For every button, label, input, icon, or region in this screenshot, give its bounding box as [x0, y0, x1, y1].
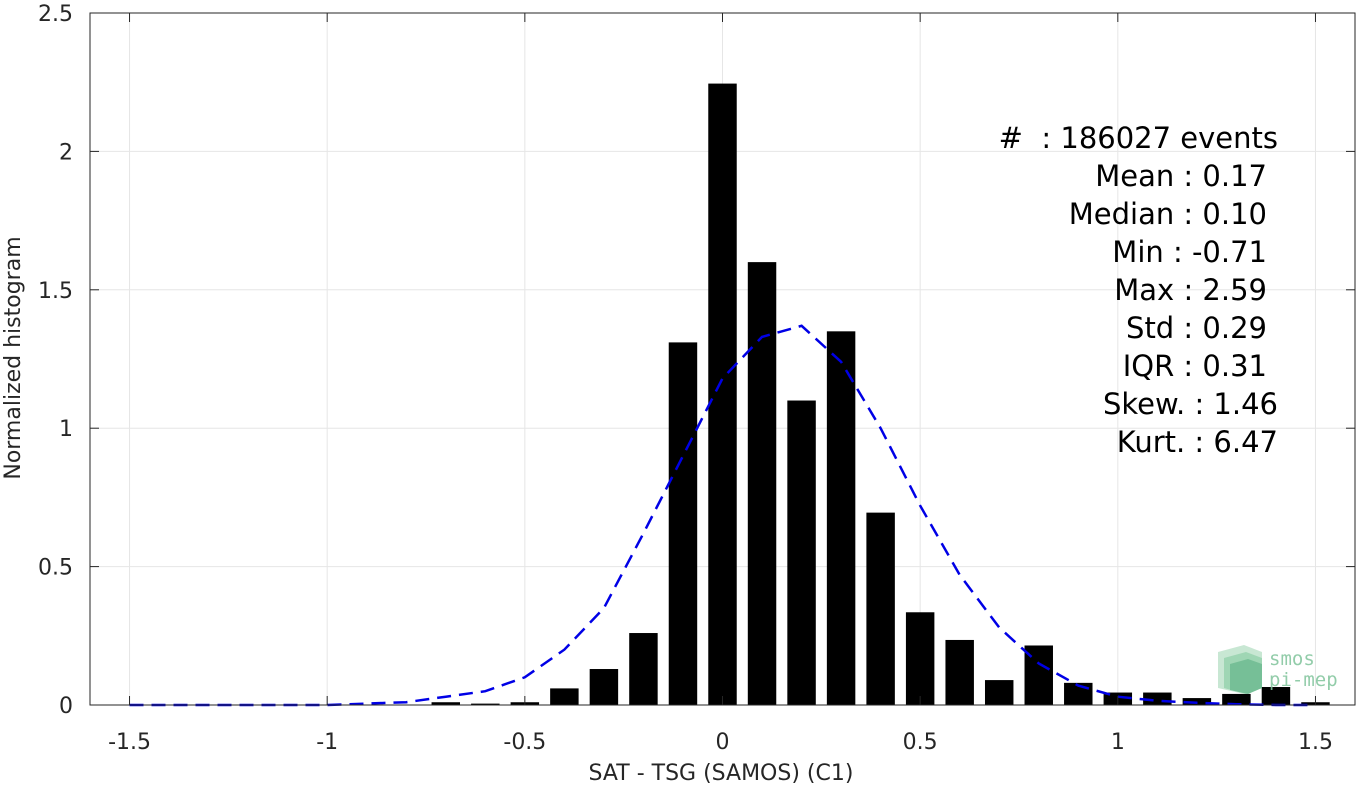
x-tick-label: -0.5	[503, 730, 546, 755]
histogram-bar	[550, 688, 579, 705]
y-tick-label: 1	[59, 417, 73, 442]
histogram-bar	[589, 669, 619, 705]
stat-max: Max : 2.59	[1114, 273, 1267, 307]
x-tick-label: 1.5	[1298, 730, 1333, 755]
x-tick-label: -1.5	[108, 730, 151, 755]
histogram-bar	[945, 639, 974, 705]
y-tick-label: 0	[59, 694, 73, 719]
logo-line-smos: smos	[1269, 648, 1315, 670]
histogram-bar	[1261, 687, 1291, 705]
logo-mark-icon	[1218, 645, 1262, 694]
stat-kurtosis: Kurt. : 6.47	[1117, 425, 1278, 459]
histogram-bar	[787, 400, 816, 705]
y-axis-label: Normalized histogram	[1, 236, 26, 479]
stat-count: # : 186027 events	[999, 121, 1278, 155]
statistics-box: # : 186027 events Mean : 0.17 Median : 0…	[999, 121, 1278, 459]
y-tick-label: 1.5	[38, 279, 73, 304]
histogram-bar	[905, 612, 935, 705]
histogram-bar	[668, 342, 698, 705]
y-tick-label: 0.5	[38, 556, 73, 581]
histogram-bar	[1222, 693, 1251, 705]
x-tick-label: -1	[316, 730, 338, 755]
stat-min: Min : -0.71	[1112, 235, 1267, 269]
histogram-bar	[471, 703, 500, 705]
histogram-bar	[708, 83, 737, 706]
histogram-bar	[984, 680, 1014, 705]
histogram-bar	[747, 262, 777, 705]
histogram-bar	[629, 633, 658, 705]
tick-labels: -1.5 -1 -0.5 0 0.5 1 1.5 0 0.5 1 1.5 2 2.5	[38, 2, 1333, 755]
histogram-bar	[866, 512, 895, 705]
stat-skewness: Skew. : 1.46	[1103, 387, 1278, 421]
stat-median: Median : 0.10	[1069, 197, 1267, 231]
stat-std: Std : 0.29	[1126, 311, 1267, 345]
x-tick-label: 0	[716, 730, 730, 755]
x-tick-label: 0.5	[903, 730, 938, 755]
histogram-bar	[431, 702, 461, 705]
logo-line-pimep: pi-mep	[1269, 669, 1338, 691]
y-tick-label: 2.5	[38, 2, 73, 27]
axes	[89, 12, 1356, 706]
y-tick-label: 2	[59, 140, 73, 165]
stat-mean: Mean : 0.17	[1095, 159, 1267, 193]
x-tick-label: 1	[1111, 730, 1125, 755]
x-axis-label: SAT - TSG (SAMOS) (C1)	[589, 761, 854, 785]
histogram-bar	[826, 331, 856, 705]
smos-pimep-logo: smos pi-mep	[1218, 645, 1338, 694]
histogram-bar	[1182, 698, 1212, 705]
stat-iqr: IQR : 0.31	[1123, 349, 1267, 383]
